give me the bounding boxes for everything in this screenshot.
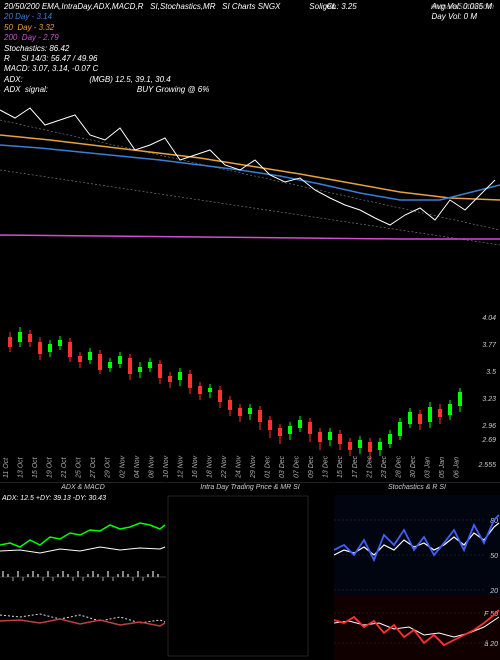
svg-text:08 Nov: 08 Nov bbox=[148, 455, 155, 478]
svg-text:50: 50 bbox=[490, 553, 498, 560]
svg-text:05 Jan: 05 Jan bbox=[439, 457, 446, 478]
svg-text:â 20: â 20 bbox=[484, 641, 498, 648]
svg-text:12 Nov: 12 Nov bbox=[177, 455, 184, 478]
stochrsi-title: Stochastics & R SI bbox=[334, 483, 500, 492]
ema50-label: 50 Day - 3.32 bbox=[4, 23, 496, 33]
svg-text:24 Nov: 24 Nov bbox=[236, 455, 243, 479]
adx-label: ADX: (MGB) 12.5, 39.1, 30.4 bbox=[4, 75, 496, 85]
candlestick-chart: 4.04 3.77 3.5 3.23 2.96 2.69 2.555 11 Oct 13 Oct… bbox=[0, 312, 500, 480]
adx-values-text: ADX: 12.5 +DY: 39.13 -DY: 30.43 bbox=[2, 495, 106, 502]
svg-text:15 Dec: 15 Dec bbox=[337, 455, 344, 478]
svg-text:03 Dec: 03 Dec bbox=[279, 455, 286, 478]
adx-macd-panel: ADX & MACD ADX: 12.5 +DY: 39.13 -DY: 30.… bbox=[0, 482, 166, 660]
svg-text:21 Dec: 21 Dec bbox=[366, 455, 373, 479]
svg-text:17 Dec: 17 Dec bbox=[352, 455, 359, 478]
rsi-label: R SI 14/3: 56.47 / 49.96 bbox=[4, 54, 496, 64]
svg-text:06 Jan: 06 Jan bbox=[453, 457, 460, 478]
svg-text:4.04: 4.04 bbox=[482, 315, 496, 322]
svg-text:10 Nov: 10 Nov bbox=[163, 455, 170, 478]
svg-text:13 Oct: 13 Oct bbox=[18, 456, 25, 478]
svg-text:04 Nov: 04 Nov bbox=[134, 455, 141, 478]
svg-text:22 Nov: 22 Nov bbox=[221, 455, 228, 479]
svg-text:16 Nov: 16 Nov bbox=[192, 455, 199, 478]
adx-signal-label: ADX signal: BUY Growing @ 6% bbox=[4, 85, 496, 95]
stoch-label: Stochastics: 86.42 bbox=[4, 44, 496, 54]
chart-header: 20/50/200 EMA,IntraDay,ADX,MACD,R SI,Sto… bbox=[0, 0, 500, 98]
stoch-rsi-panel: Stochastics & R SI 805020F 50â 20 bbox=[334, 482, 500, 660]
title-line: 20/50/200 EMA,IntraDay,ADX,MACD,R SI,Sto… bbox=[4, 2, 496, 12]
svg-text:21 Oct: 21 Oct bbox=[61, 456, 68, 479]
svg-text:30 Dec: 30 Dec bbox=[410, 455, 417, 478]
svg-text:3.5: 3.5 bbox=[486, 369, 496, 376]
ema200-label: 200 Day - 2.79 bbox=[4, 33, 496, 43]
svg-text:03 Jan: 03 Jan bbox=[424, 457, 431, 478]
svg-text:28 Dec: 28 Dec bbox=[395, 455, 402, 479]
cl-label: CL: 3.25 bbox=[327, 2, 357, 12]
svg-text:11 Oct: 11 Oct bbox=[3, 457, 10, 478]
svg-text:19 Oct: 19 Oct bbox=[47, 456, 54, 478]
svg-text:20: 20 bbox=[489, 588, 498, 595]
svg-text:01 Dec: 01 Dec bbox=[265, 455, 272, 478]
watermark: munafaSutra.com bbox=[431, 2, 494, 12]
svg-text:29 Oct: 29 Oct bbox=[105, 456, 112, 479]
svg-text:15 Oct: 15 Oct bbox=[32, 456, 39, 478]
svg-text:29 Nov: 29 Nov bbox=[250, 455, 257, 479]
macd-label: MACD: 3.07, 3.14, -0.07 C bbox=[4, 64, 496, 74]
svg-text:3.77: 3.77 bbox=[482, 342, 497, 349]
indicator-row: ADX & MACD ADX: 12.5 +DY: 39.13 -DY: 30.… bbox=[0, 482, 500, 660]
svg-text:07 Dec: 07 Dec bbox=[294, 455, 301, 478]
dayvol-label: Day Vol: 0 M bbox=[432, 12, 492, 22]
intraday-panel: Intra Day Trading Price & MR SI bbox=[167, 482, 333, 660]
svg-text:2.96: 2.96 bbox=[481, 423, 496, 430]
adx-title: ADX & MACD bbox=[0, 483, 166, 492]
svg-text:2.555: 2.555 bbox=[477, 462, 496, 469]
svg-text:3.23: 3.23 bbox=[482, 396, 496, 403]
svg-text:27 Oct: 27 Oct bbox=[90, 456, 97, 479]
svg-text:09 Dec: 09 Dec bbox=[308, 455, 315, 478]
svg-text:13 Dec: 13 Dec bbox=[323, 455, 330, 478]
ema20-label: 20 Day - 3.14 bbox=[4, 12, 496, 22]
svg-text:02 Nov: 02 Nov bbox=[119, 455, 126, 478]
svg-text:23 Dec: 23 Dec bbox=[381, 455, 388, 479]
svg-text:25 Oct: 25 Oct bbox=[76, 456, 83, 479]
svg-text:18 Nov: 18 Nov bbox=[206, 455, 213, 478]
svg-text:2.69: 2.69 bbox=[481, 437, 496, 444]
intraday-title: Intra Day Trading Price & MR SI bbox=[167, 483, 333, 492]
